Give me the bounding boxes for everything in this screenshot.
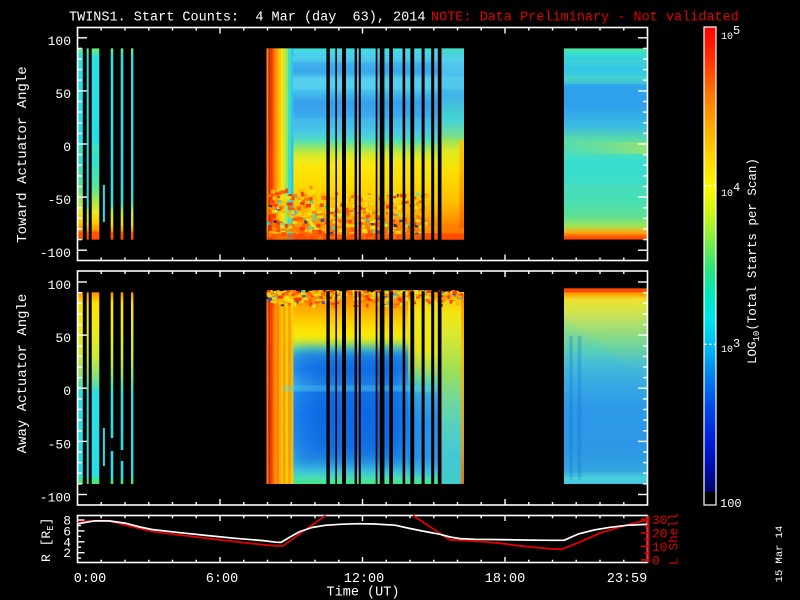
svg-text:10: 10	[721, 345, 733, 356]
svg-text:L Shell: L Shell	[668, 513, 682, 566]
svg-text:4: 4	[733, 181, 740, 195]
svg-text:100: 100	[720, 497, 742, 511]
svg-text:Toward Actuator Angle: Toward Actuator Angle	[15, 66, 31, 242]
svg-text:50: 50	[55, 331, 71, 346]
svg-text:Away Actuator Angle: Away Actuator Angle	[15, 294, 31, 454]
svg-text:R [RE]: R [RE]	[39, 518, 56, 562]
svg-text:20: 20	[652, 526, 668, 541]
svg-text:30: 30	[652, 513, 668, 528]
svg-text:10: 10	[652, 540, 668, 555]
svg-text:-100: -100	[40, 491, 71, 506]
svg-text:0:00: 0:00	[74, 572, 106, 587]
svg-text:18:00: 18:00	[485, 572, 526, 587]
svg-text:0: 0	[63, 140, 71, 155]
svg-text:4: 4	[63, 535, 71, 550]
svg-text:-100: -100	[40, 246, 71, 261]
svg-text:6: 6	[63, 524, 71, 539]
svg-text:12:00: 12:00	[344, 572, 385, 587]
svg-text:100: 100	[48, 278, 71, 293]
svg-text:6:00: 6:00	[206, 572, 238, 587]
svg-text:8: 8	[63, 514, 71, 529]
svg-text:15 Mar 14: 15 Mar 14	[774, 526, 786, 583]
svg-text:23:59: 23:59	[607, 572, 648, 587]
svg-text:10: 10	[721, 189, 733, 200]
svg-text:100: 100	[48, 34, 71, 49]
svg-text:NOTE: Data Preliminary - Not v: NOTE: Data Preliminary - Not validated	[431, 11, 739, 26]
svg-text:50: 50	[55, 87, 71, 102]
svg-text:TWINS1. Start Counts: 4 Mar (: TWINS1. Start Counts: 4 Mar (day 63), 20…	[69, 11, 425, 26]
svg-text:LOG10(Total Starts per Scan): LOG10(Total Starts per Scan)	[746, 158, 762, 364]
svg-text:3: 3	[733, 337, 740, 351]
svg-text:0: 0	[63, 384, 71, 399]
svg-text:2: 2	[63, 546, 71, 561]
svg-text:10: 10	[721, 32, 733, 43]
svg-text:0: 0	[652, 554, 660, 569]
svg-text:5: 5	[733, 24, 740, 38]
svg-text:-50: -50	[48, 193, 71, 208]
svg-text:-50: -50	[48, 437, 71, 452]
svg-text:Time (UT): Time (UT)	[327, 586, 400, 600]
